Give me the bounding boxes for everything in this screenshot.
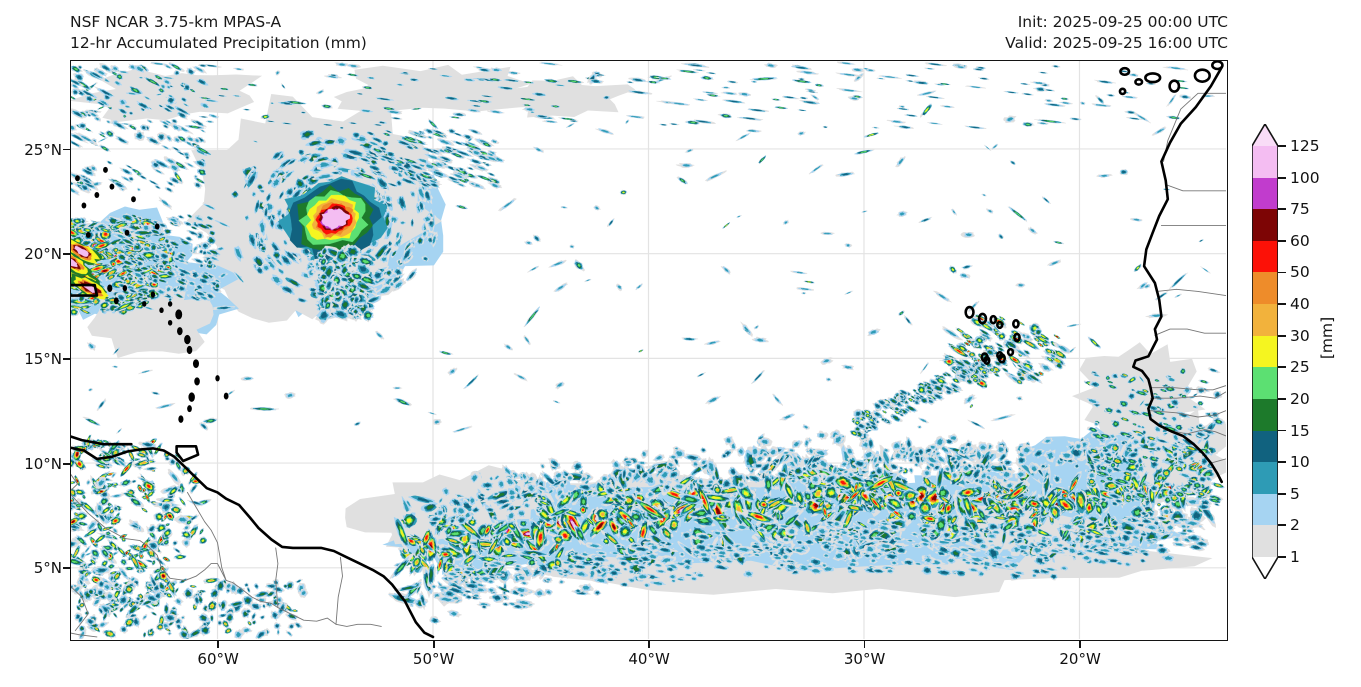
longitude-tick-label-2: 40°W [628, 650, 669, 668]
colorbar-tick-15 [1278, 429, 1286, 432]
latitude-tick-mark-1 [63, 253, 70, 256]
longitude-tick-label-1: 50°W [413, 650, 454, 668]
colorbar-tick-label-10: 10 [1290, 453, 1310, 471]
colorbar-tick-25 [1278, 366, 1286, 369]
valid-time-block: Init: 2025-09-25 00:00 UTC Valid: 2025-09… [1005, 12, 1228, 54]
colorbar-tick-label-20: 20 [1290, 390, 1310, 408]
colorbar-band-10-15 [1252, 430, 1278, 463]
latitude-tick-mark-0 [63, 148, 70, 151]
map-plot-area[interactable] [70, 60, 1228, 641]
colorbar-band-50-60 [1252, 240, 1278, 273]
latitude-tick-label-0: 25°N [24, 141, 62, 159]
valid-time-line: Valid: 2025-09-25 16:00 UTC [1005, 34, 1228, 52]
colorbar-band-15-20 [1252, 398, 1278, 431]
longitude-tick-label-4: 20°W [1059, 650, 1100, 668]
latitude-tick-label-2: 15°N [24, 350, 62, 368]
colorbar-band-2-5 [1252, 493, 1278, 526]
colorbar-tick-50 [1278, 271, 1286, 274]
colorbar-tick-label-60: 60 [1290, 232, 1310, 250]
colorbar-tick-label-15: 15 [1290, 422, 1310, 440]
colorbar-tick-label-1: 1 [1290, 548, 1300, 566]
colorbar-tick-label-25: 25 [1290, 358, 1310, 376]
colorbar[interactable] [1252, 124, 1278, 579]
colorbar-tick-5 [1278, 492, 1286, 495]
colorbar-band-40-50 [1252, 272, 1278, 305]
colorbar-tick-label-100: 100 [1290, 169, 1320, 187]
colorbar-band-1-2 [1252, 525, 1278, 557]
longitude-tick-mark-3 [863, 641, 866, 648]
colorbar-tick-label-75: 75 [1290, 200, 1310, 218]
colorbar-tick-20 [1278, 398, 1286, 400]
longitude-tick-label-0: 60°W [197, 650, 238, 668]
longitude-tick-label-3: 30°W [844, 650, 885, 668]
map-canvas [71, 61, 1227, 640]
product-name-line: 12-hr Accumulated Precipitation (mm) [70, 34, 367, 52]
latitude-tick-label-4: 5°N [34, 559, 62, 577]
colorbar-tick-125 [1278, 145, 1286, 147]
colorbar-tick-75 [1278, 208, 1286, 211]
colorbar-tick-label-40: 40 [1290, 295, 1310, 313]
colorbar-tick-100 [1278, 176, 1286, 179]
longitude-tick-mark-2 [648, 641, 650, 648]
colorbar-tick-label-30: 30 [1290, 327, 1310, 345]
colorbar-tick-30 [1278, 334, 1286, 337]
colorbar-band-60-75 [1252, 209, 1278, 241]
colorbar-band-75-100 [1252, 177, 1278, 210]
colorbar-tick-40 [1278, 303, 1286, 305]
latitude-tick-mark-4 [63, 567, 70, 570]
colorbar-tick-60 [1278, 239, 1286, 242]
longitude-tick-mark-0 [217, 641, 220, 648]
colorbar-tick-2 [1278, 524, 1286, 527]
colorbar-band-25-30 [1252, 335, 1278, 368]
colorbar-tick-1 [1278, 556, 1286, 558]
model-name-line: NSF NCAR 3.75-km MPAS-A [70, 13, 281, 31]
latitude-tick-label-3: 10°N [24, 455, 62, 473]
latitude-axis: 25°N 20°N 15°N 10°N 5°N [0, 0, 62, 687]
colorbar-bands [1252, 146, 1278, 557]
colorbar-tick-10 [1278, 461, 1286, 464]
coastlines [71, 61, 1224, 639]
political-borders [71, 92, 1226, 638]
colorbar-band-30-40 [1252, 304, 1278, 336]
longitude-tick-mark-1 [432, 641, 435, 648]
colorbar-band-5-10 [1252, 462, 1278, 494]
latitude-tick-mark-3 [63, 462, 70, 465]
longitude-tick-mark-4 [1079, 641, 1081, 648]
colorbar-tick-label-5: 5 [1290, 485, 1300, 503]
map-graphics [71, 61, 1226, 639]
model-title: NSF NCAR 3.75-km MPAS-A 12-hr Accumulated… [70, 12, 367, 54]
latitude-tick-mark-2 [63, 358, 70, 360]
colorbar-tick-label-2: 2 [1290, 516, 1300, 534]
colorbar-unit-label: [mm] [1318, 317, 1336, 359]
precipitation-field [71, 61, 1226, 639]
colorbar-tick-label-50: 50 [1290, 263, 1310, 281]
init-time-line: Init: 2025-09-25 00:00 UTC [1018, 13, 1228, 31]
colorbar-band-20-25 [1252, 367, 1278, 399]
colorbar-tick-label-125: 125 [1290, 137, 1320, 155]
colorbar-band-100-125 [1252, 146, 1278, 178]
latitude-tick-label-1: 20°N [24, 245, 62, 263]
